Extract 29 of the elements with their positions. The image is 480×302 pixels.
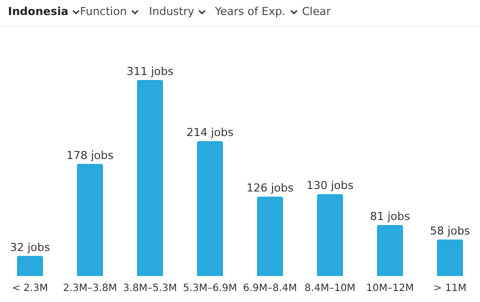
text: Years of Exp. bbox=[215, 5, 286, 18]
data-label: 311 jobs bbox=[126, 65, 174, 78]
bar bbox=[377, 224, 403, 276]
bar bbox=[17, 256, 43, 276]
text: Industry bbox=[149, 5, 194, 18]
bar bbox=[77, 164, 103, 276]
data-label: 126 jobs bbox=[246, 182, 294, 195]
data-label: 130 jobs bbox=[306, 179, 354, 192]
bar bbox=[437, 239, 463, 276]
bar bbox=[137, 80, 163, 276]
x-tick-label: 2.3M–3.8M bbox=[62, 283, 118, 294]
text: Clear bbox=[302, 5, 331, 18]
x-tick-label: 8.4M–10M bbox=[304, 283, 356, 294]
x-tick-label: 5.3M–6.9M bbox=[182, 283, 238, 294]
data-label: 32 jobs bbox=[10, 240, 50, 254]
x-tick-label: 3.8M–5.3M bbox=[122, 283, 178, 294]
data-label: 58 jobs bbox=[430, 224, 470, 238]
x-tick-label: 10M–12M bbox=[366, 283, 414, 294]
x-tick-label: < 2.3M bbox=[12, 283, 48, 294]
data-label: 81 jobs bbox=[370, 210, 410, 223]
x-tick-label: 6.9M–8.4M bbox=[242, 283, 298, 294]
data-label: 214 jobs bbox=[186, 126, 234, 140]
bar bbox=[317, 194, 343, 276]
data-label: 178 jobs bbox=[66, 148, 114, 162]
x-tick-label: > 11M bbox=[434, 283, 466, 294]
text: Function bbox=[80, 5, 127, 18]
bar bbox=[257, 196, 283, 276]
bar bbox=[197, 141, 223, 276]
text: Indonesia bbox=[8, 5, 68, 18]
